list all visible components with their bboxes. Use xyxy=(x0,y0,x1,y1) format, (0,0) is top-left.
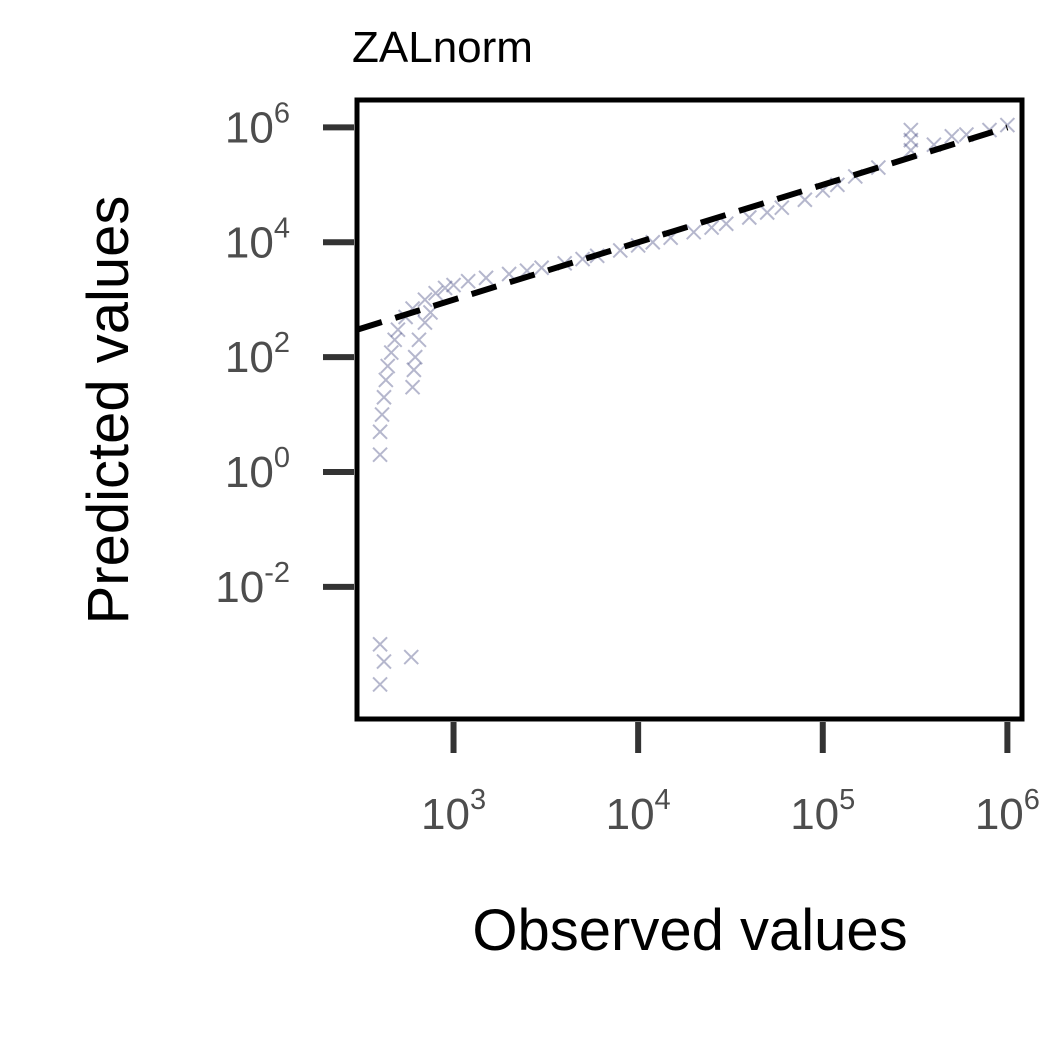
y-axis: 10-2 100 102 104 106 xyxy=(215,97,354,612)
marks-layer xyxy=(357,117,1016,693)
y-tick-label: 100 xyxy=(225,442,290,497)
scatter-point xyxy=(478,270,494,286)
scatter-point xyxy=(774,199,790,216)
x-axis-label: Observed values xyxy=(472,898,907,963)
y-tick-label: 104 xyxy=(225,212,290,267)
x-tick-label: 105 xyxy=(790,784,855,839)
x-tick-label: 104 xyxy=(606,784,671,839)
y-axis-label: Predicted values xyxy=(76,196,141,625)
scatter-point xyxy=(404,379,421,395)
scatter-point xyxy=(411,332,427,348)
scatter-point xyxy=(445,277,462,293)
x-tick-label: 106 xyxy=(975,784,1040,839)
scatter-point xyxy=(574,251,591,267)
scatter-point xyxy=(386,332,403,348)
scatter-point xyxy=(374,406,390,423)
scatter-point xyxy=(380,358,396,374)
scatter-point xyxy=(376,389,392,405)
y-tick-label: 102 xyxy=(225,327,290,382)
scatter-point xyxy=(372,676,388,693)
plot-area xyxy=(357,117,1016,693)
x-axis: 103 104 105 106 xyxy=(421,722,1040,839)
scatter-point xyxy=(944,128,960,145)
scatter-point xyxy=(533,260,550,276)
x-tick-label: 103 xyxy=(421,784,486,839)
y-tick-label: 106 xyxy=(225,97,290,152)
scatter-point xyxy=(383,344,399,361)
chart-title: ZALnorm xyxy=(352,23,533,72)
scatter-point xyxy=(999,117,1016,133)
scatter-point xyxy=(903,122,919,138)
scatter-point xyxy=(376,653,392,670)
scatter-point xyxy=(390,322,406,338)
scatter-point xyxy=(417,291,433,308)
scatter-point xyxy=(741,209,758,226)
scatter-point xyxy=(903,132,919,148)
scatter-point xyxy=(372,446,388,463)
scatter-point xyxy=(406,362,422,378)
scatter-point xyxy=(407,349,423,365)
scatter-point xyxy=(372,636,388,652)
scatter-point xyxy=(378,372,394,388)
scatter-point xyxy=(427,285,444,301)
scatter-point xyxy=(759,204,775,221)
scatter-point xyxy=(403,649,419,665)
scatter-point xyxy=(797,192,813,208)
y-tick-label: 10-2 xyxy=(215,557,290,612)
scatter-point xyxy=(417,314,433,331)
reference-line xyxy=(357,124,1009,333)
scatter-point xyxy=(372,424,388,440)
scatter-point xyxy=(437,280,453,296)
scatter-point xyxy=(460,273,476,289)
scatter-point xyxy=(686,224,702,240)
plot-frame xyxy=(354,97,1025,722)
